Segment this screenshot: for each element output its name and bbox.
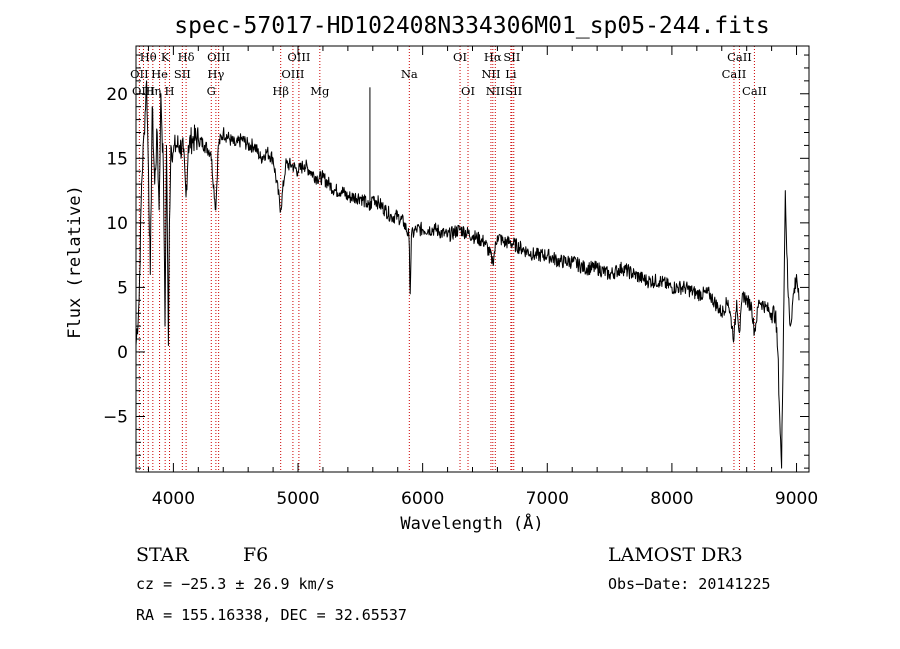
y-axis-label: Flux (relative)	[65, 185, 85, 339]
line-marker-label: Na	[401, 67, 418, 81]
line-marker-label: NII	[486, 84, 505, 98]
coordinates-readout: RA = 155.16338, DEC = 32.65537	[136, 606, 407, 624]
line-marker-label: SII	[505, 84, 522, 98]
x-tick-label: 9000	[775, 489, 818, 509]
line-marker-label: Hα	[484, 50, 502, 64]
line-marker-label: He	[151, 67, 168, 81]
object-class: STAR	[136, 544, 189, 566]
y-tick-label: 10	[106, 214, 128, 234]
line-marker-label: NII	[481, 67, 500, 81]
flux-series-line	[135, 80, 800, 469]
line-marker-label: Li	[505, 67, 517, 81]
redshift-readout: cz = −25.3 ± 26.9 km/s	[136, 575, 335, 593]
line-marker-label: Hγ	[207, 67, 224, 81]
line-marker-label: Hη	[144, 84, 161, 98]
line-marker-label: H	[165, 84, 175, 98]
y-tick-label: 0	[117, 343, 128, 363]
x-tick-label: 6000	[401, 489, 444, 509]
line-marker-label: OIII	[132, 84, 155, 98]
line-label-group: Hθ OII OIII He Hη K SII H Hδ OIII Hγ G OIII OIII Hβ Mg N…	[130, 50, 767, 98]
line-marker-label: Hθ	[140, 50, 157, 64]
line-marker-label: Hβ	[272, 84, 289, 98]
line-marker-label: OI	[461, 84, 475, 98]
line-marker-label: Mg	[310, 84, 330, 98]
line-marker-label: OIII	[207, 50, 230, 64]
line-marker-label: G	[207, 84, 216, 98]
line-marker-label: CaII	[727, 50, 752, 64]
y-tick-label: −5	[103, 407, 128, 427]
line-marker-label: K	[161, 50, 170, 64]
y-axis-ticks: −5 0 5 10 15 20	[103, 54, 809, 469]
x-tick-label: 8000	[650, 489, 693, 509]
line-marker-label: SII	[503, 50, 520, 64]
line-marker-label: SII	[174, 67, 191, 81]
line-marker-group	[138, 46, 755, 472]
x-axis-label: Wavelength (Å)	[400, 512, 543, 534]
object-subclass: F6	[243, 544, 268, 566]
y-tick-label: 20	[106, 85, 128, 105]
survey-name: LAMOST DR3	[608, 544, 743, 566]
line-marker-label: OIII	[287, 50, 310, 64]
y-tick-label: 5	[117, 278, 128, 298]
line-marker-label: CaII	[722, 67, 747, 81]
chart-title: spec-57017-HD102408N334306M01_sp05-244.f…	[174, 13, 769, 39]
line-marker-label: OII	[130, 67, 149, 81]
line-marker-label: Hδ	[178, 50, 195, 64]
y-tick-label: 15	[106, 149, 128, 169]
observation-date: Obs−Date: 20141225	[608, 575, 771, 593]
x-tick-label: 5000	[276, 489, 319, 509]
line-marker-label: CaII	[742, 84, 767, 98]
x-tick-label: 4000	[152, 489, 195, 509]
plot-frame	[135, 45, 810, 473]
line-marker-label: OI	[453, 50, 467, 64]
x-tick-label: 7000	[526, 489, 569, 509]
x-axis-ticks: 4000 5000 6000 7000 8000 9000	[147, 46, 818, 509]
line-marker-label: OIII	[281, 67, 304, 81]
